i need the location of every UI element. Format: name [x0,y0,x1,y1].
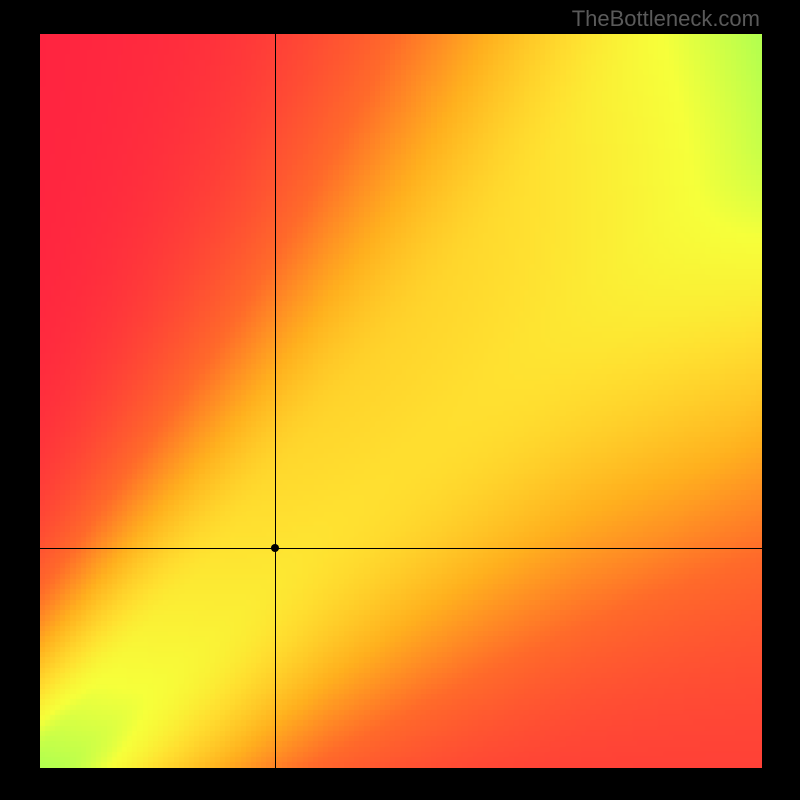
heatmap-canvas [40,34,762,768]
crosshair-vertical [275,34,276,768]
watermark-text: TheBottleneck.com [572,6,760,32]
crosshair-marker [271,544,279,552]
chart-frame: TheBottleneck.com [0,0,800,800]
crosshair-horizontal [40,548,762,549]
plot-area [40,34,762,768]
